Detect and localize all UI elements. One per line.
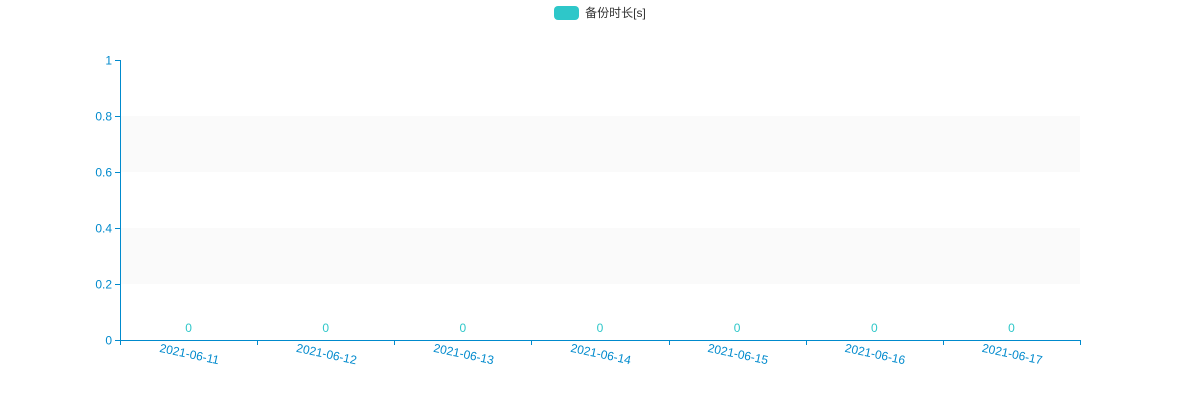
legend-label: 备份时长[s]: [585, 6, 646, 20]
x-tick-label: 2021-06-17: [981, 341, 1044, 368]
y-tick-label: 0.2: [95, 278, 112, 292]
y-tick-label: 0.6: [95, 166, 112, 180]
x-tick-label: 2021-06-14: [569, 341, 632, 368]
x-tick-label: 2021-06-13: [432, 341, 495, 368]
data-label: 0: [597, 321, 604, 335]
y-tick-label: 0.8: [95, 110, 112, 124]
x-tick-label: 2021-06-16: [844, 341, 907, 368]
split-area-band: [120, 116, 1080, 172]
data-label: 0: [322, 321, 329, 335]
data-label: 0: [734, 321, 741, 335]
y-tick-label: 0.4: [95, 222, 112, 236]
split-area-band: [120, 228, 1080, 284]
x-tick-label: 2021-06-11: [158, 341, 220, 367]
y-tick-label: 1: [105, 54, 112, 68]
y-tick-label: 0: [105, 334, 112, 348]
data-label: 0: [871, 321, 878, 335]
legend[interactable]: 备份时长[s]: [0, 5, 1200, 21]
x-tick-label: 2021-06-15: [706, 341, 769, 368]
legend-swatch: [554, 6, 580, 20]
data-label: 0: [185, 321, 192, 335]
x-tick-label: 2021-06-12: [295, 341, 358, 368]
data-label: 0: [460, 321, 467, 335]
data-label: 0: [1008, 321, 1015, 335]
